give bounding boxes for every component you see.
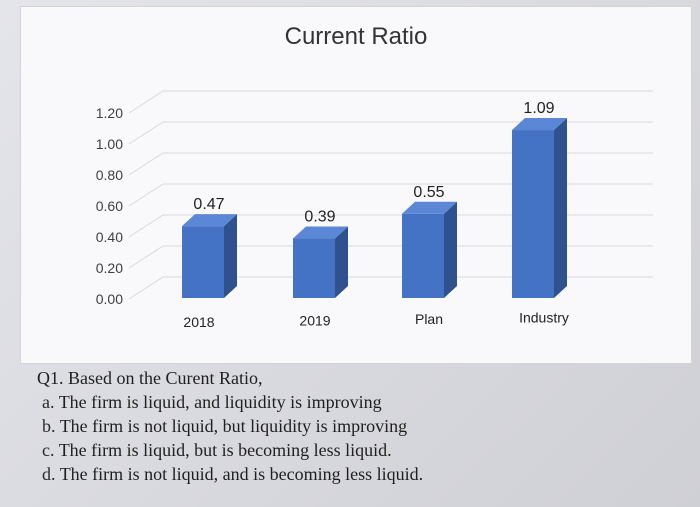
x-tick-label: 2019 bbox=[299, 313, 330, 329]
y-tick-label: 0.60 bbox=[96, 198, 123, 214]
bar-top bbox=[512, 118, 567, 131]
answer-option-text: The firm is not liquid, but liquidity is… bbox=[59, 416, 408, 436]
gridline bbox=[128, 245, 653, 269]
y-tick-label: 1.00 bbox=[96, 136, 123, 152]
gridline bbox=[128, 121, 653, 145]
data-label: 1.09 bbox=[523, 100, 554, 117]
answer-option-a[interactable]: a. The firm is liquid, and liquidity is … bbox=[37, 390, 677, 414]
x-tick-label: Industry bbox=[519, 310, 569, 326]
gridline bbox=[128, 183, 653, 207]
answer-option-letter: c. bbox=[42, 440, 55, 460]
data-label: 0.39 bbox=[304, 209, 335, 226]
chart-title: Current Ratio bbox=[284, 23, 428, 50]
gridline bbox=[128, 152, 653, 176]
bar-top bbox=[293, 226, 348, 239]
bar-side bbox=[335, 226, 348, 298]
gridline bbox=[128, 90, 653, 114]
answer-option-d[interactable]: d. The firm is not liquid, and is becomi… bbox=[37, 462, 677, 486]
gridline bbox=[128, 214, 653, 238]
question-block: Q1. Based on the Curent Ratio, a. The fi… bbox=[37, 366, 677, 486]
bar bbox=[402, 213, 444, 298]
y-tick-label: 0.00 bbox=[96, 291, 123, 307]
answer-option-text: The firm is not liquid, and is becoming … bbox=[59, 464, 424, 484]
bar-top bbox=[182, 214, 237, 227]
y-tick-label: 1.20 bbox=[96, 105, 123, 121]
bar bbox=[512, 130, 554, 298]
answer-option-letter: b. bbox=[42, 416, 56, 436]
answer-option-text: The firm is liquid, but is becoming less… bbox=[58, 440, 392, 460]
answer-option-c[interactable]: c. The firm is liquid, but is becoming l… bbox=[37, 438, 677, 462]
bar bbox=[182, 226, 224, 298]
data-label: 0.55 bbox=[413, 184, 444, 201]
bar bbox=[293, 238, 335, 298]
chart-area: Current Ratio 1.20 1.00 0.80 0.60 0.40 0.20 0.… bbox=[20, 6, 692, 364]
answer-option-letter: a. bbox=[42, 392, 55, 412]
y-tick-label: 0.80 bbox=[96, 167, 123, 183]
gridline bbox=[128, 276, 653, 300]
bar-side bbox=[554, 118, 567, 298]
bar-side bbox=[224, 214, 237, 298]
answer-option-letter: d. bbox=[42, 464, 56, 484]
answer-option-text: The firm is liquid, and liquidity is imp… bbox=[58, 392, 382, 412]
x-tick-label: 2018 bbox=[183, 314, 214, 330]
chart-plot: 1.20 1.00 0.80 0.60 0.40 0.20 0.00 0.47 2018 0.39… bbox=[96, 90, 653, 330]
answer-option-b[interactable]: b. The firm is not liquid, but liquidity… bbox=[37, 414, 677, 438]
bar-side bbox=[444, 201, 457, 298]
x-tick-label: Plan bbox=[415, 311, 443, 327]
y-tick-label: 0.20 bbox=[96, 260, 123, 276]
question-prompt: Q1. Based on the Curent Ratio, bbox=[37, 368, 263, 388]
bar-top bbox=[402, 201, 457, 214]
y-tick-label: 0.40 bbox=[96, 229, 123, 245]
data-label: 0.47 bbox=[193, 196, 224, 213]
